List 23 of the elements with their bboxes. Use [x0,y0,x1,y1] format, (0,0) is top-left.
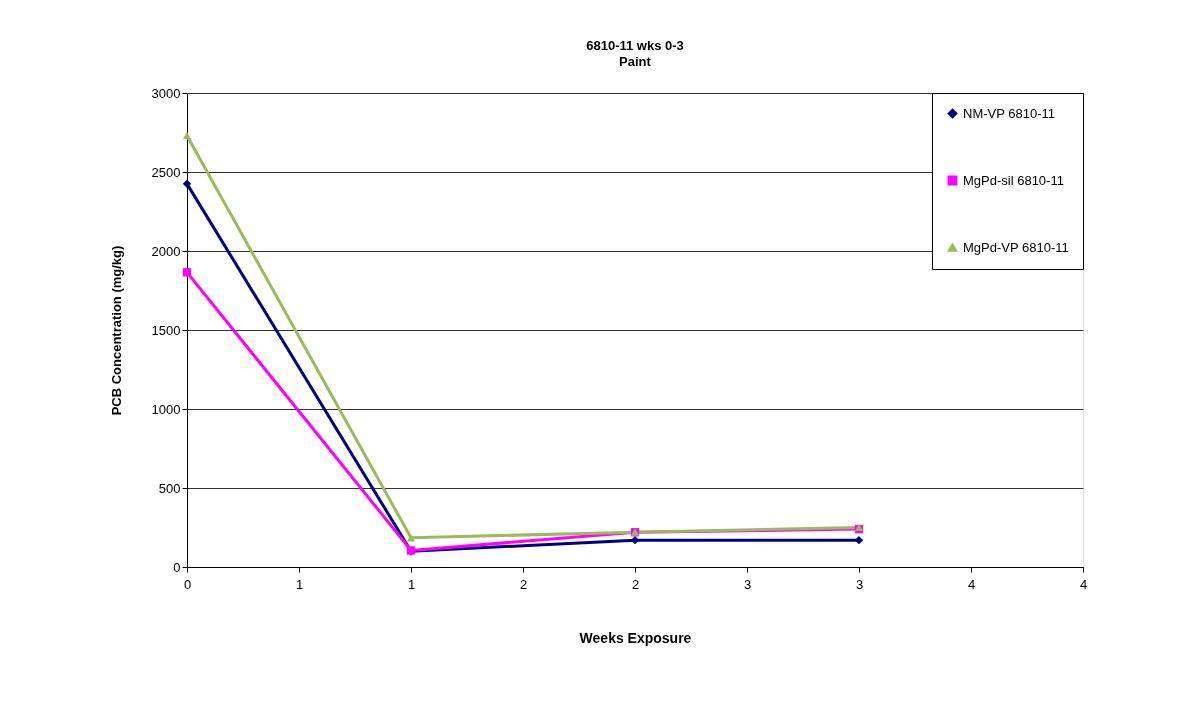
y-tick-label: 1000 [151,401,181,417]
legend-label: MgPd-sil 6810-11 [963,172,1064,188]
y-tick-label: 2000 [151,243,181,259]
x-tick-label: 4 [967,576,976,592]
x-tick-label: 1 [407,576,416,592]
y-tick-label: 1500 [151,322,181,338]
x-tick-label: 0 [183,576,192,592]
legend-label: NM-VP 6810-11 [963,105,1056,121]
y-tick-label: 3000 [151,85,181,101]
y-tick-label: 0 [173,559,181,575]
y-tick-label: 500 [158,480,181,496]
x-tick-label: 1 [295,576,304,592]
x-tick-label: 2 [519,576,528,592]
y-axis-title: PCB Concentration (mg/kg) [108,245,124,416]
y-tick-label: 2500 [151,164,181,180]
chart-title: 6810-11 wks 0-3 [586,38,684,53]
legend-label: MgPd-VP 6810-11 [963,239,1069,255]
x-tick-label: 4 [1079,576,1088,592]
chart-subtitle: Paint [619,54,652,69]
x-tick-label: 3 [743,576,752,592]
x-tick-label: 2 [631,576,640,592]
x-tick-label: 3 [855,576,864,592]
x-axis-title: Weeks Exposure [579,629,692,646]
